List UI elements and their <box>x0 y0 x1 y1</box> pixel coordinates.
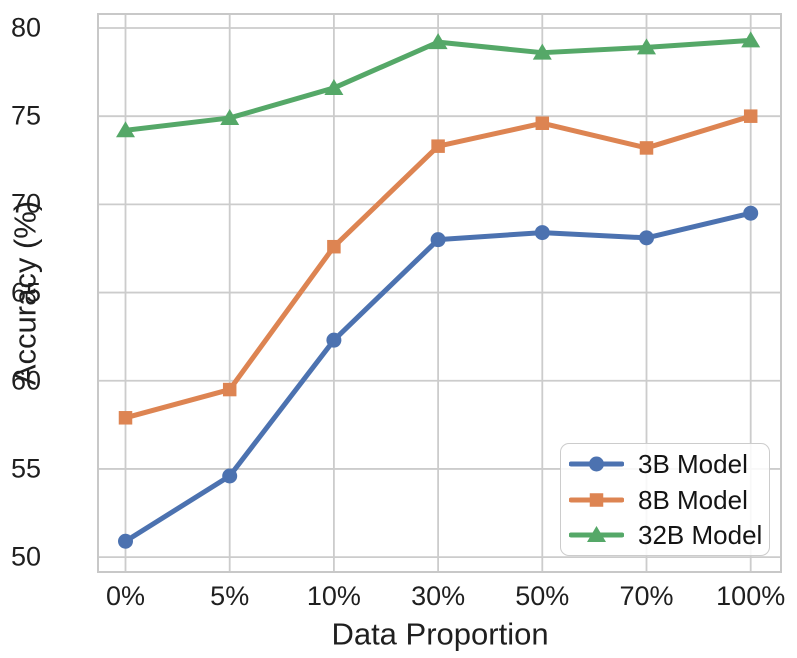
x-tick-label: 100% <box>716 581 786 611</box>
data-point-square <box>222 382 237 397</box>
x-axis-label: Data Proportion <box>331 616 549 652</box>
data-point-triangle <box>428 33 448 50</box>
legend-item-32b-model: 32B Model <box>569 517 769 553</box>
series-3b-model <box>118 205 759 549</box>
y-tick-label: 50 <box>10 541 41 572</box>
circle-legend-marker-icon <box>569 456 624 472</box>
data-point-triangle <box>116 121 135 138</box>
data-point-circle <box>589 456 604 472</box>
data-point-circle <box>430 232 446 248</box>
y-axis-label: Accuracy (%) <box>7 200 43 386</box>
data-point-square <box>639 141 654 155</box>
legend-item-3b-model: 3B Model <box>569 446 769 482</box>
square-legend-marker-icon <box>569 492 624 507</box>
y-tick-label: 80 <box>10 12 41 43</box>
data-point-triangle <box>324 78 344 95</box>
y-tick-label: 55 <box>10 453 41 484</box>
legend-label: 8B Model <box>638 484 748 515</box>
legend-label: 32B Model <box>638 520 763 551</box>
data-point-triangle <box>587 526 606 543</box>
x-tick-label: 30% <box>411 581 466 611</box>
data-point-triangle <box>637 38 656 55</box>
y-tick-label: 75 <box>10 100 41 131</box>
y-tick-label: 70 <box>10 188 41 219</box>
series-8b-model <box>118 109 758 425</box>
x-tick-label: 0% <box>105 581 146 611</box>
x-tick-label: 5% <box>210 581 250 611</box>
plot-area <box>97 13 782 573</box>
data-point-square <box>535 116 550 130</box>
data-point-triangle <box>532 43 552 60</box>
legend-item-8b-model: 8B Model <box>569 482 769 518</box>
data-point-square <box>431 139 445 153</box>
x-tick-label: 10% <box>306 581 361 611</box>
data-point-circle <box>534 225 550 241</box>
data-point-circle <box>118 533 133 549</box>
triangle-legend-marker-icon <box>569 526 624 543</box>
data-point-triangle <box>741 31 761 48</box>
data-point-triangle <box>220 108 240 125</box>
plot-border <box>97 13 782 573</box>
data-point-square <box>118 411 133 425</box>
data-point-circle <box>639 230 654 246</box>
y-tick-label: 60 <box>10 365 41 396</box>
y-tick-label: 65 <box>10 277 41 308</box>
legend: 3B Model 8B Model 32B Model <box>560 443 770 556</box>
data-point-circle <box>743 205 759 221</box>
x-tick-label: 50% <box>515 581 570 611</box>
data-point-square <box>589 492 604 507</box>
x-tick-label: 70% <box>619 581 674 611</box>
data-point-circle <box>326 332 342 348</box>
series-32b-model <box>116 31 761 138</box>
data-point-circle <box>222 468 238 484</box>
data-point-square <box>743 109 758 123</box>
data-point-square <box>327 239 341 254</box>
legend-label: 3B Model <box>638 448 748 479</box>
